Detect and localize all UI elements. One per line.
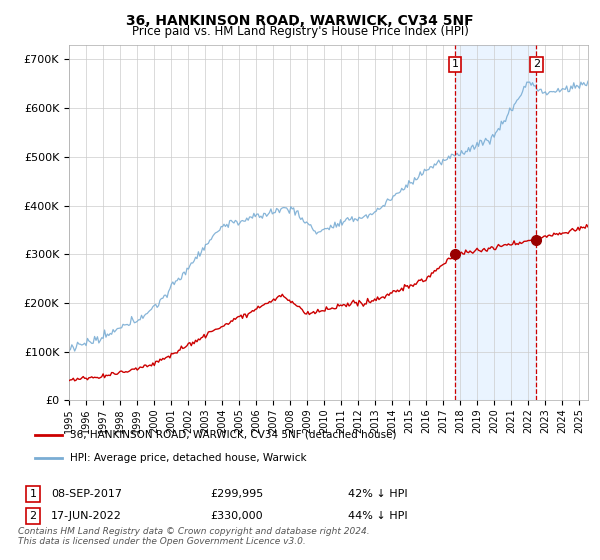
Text: 36, HANKINSON ROAD, WARWICK, CV34 5NF: 36, HANKINSON ROAD, WARWICK, CV34 5NF [126, 14, 474, 28]
Text: Price paid vs. HM Land Registry's House Price Index (HPI): Price paid vs. HM Land Registry's House … [131, 25, 469, 38]
Text: 36, HANKINSON ROAD, WARWICK, CV34 5NF (detached house): 36, HANKINSON ROAD, WARWICK, CV34 5NF (d… [71, 430, 397, 440]
Text: £330,000: £330,000 [210, 511, 263, 521]
Text: 44% ↓ HPI: 44% ↓ HPI [348, 511, 407, 521]
Text: 2: 2 [29, 511, 37, 521]
Text: 1: 1 [452, 59, 458, 69]
Text: 1: 1 [29, 489, 37, 499]
Text: 2: 2 [533, 59, 540, 69]
Text: £299,995: £299,995 [210, 489, 263, 499]
Text: HPI: Average price, detached house, Warwick: HPI: Average price, detached house, Warw… [71, 453, 307, 463]
Text: 42% ↓ HPI: 42% ↓ HPI [348, 489, 407, 499]
Bar [455, 45, 536, 400]
Text: 17-JUN-2022: 17-JUN-2022 [51, 511, 122, 521]
Text: Contains HM Land Registry data © Crown copyright and database right 2024.
This d: Contains HM Land Registry data © Crown c… [18, 526, 370, 546]
Text: 08-SEP-2017: 08-SEP-2017 [51, 489, 122, 499]
